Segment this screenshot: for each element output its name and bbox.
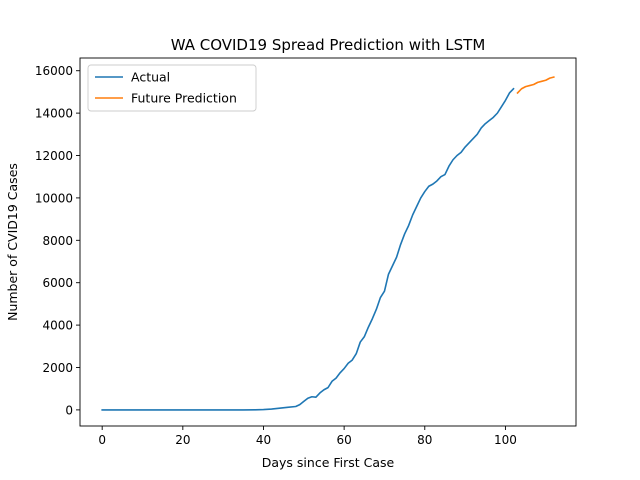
x-tick-label: 100 [494, 433, 517, 447]
legend: Actual Future Prediction [87, 64, 257, 112]
legend-label-1: Future Prediction [131, 91, 237, 106]
legend-box [87, 64, 257, 112]
x-tick-label: 0 [98, 433, 106, 447]
y-tick-label: 12000 [35, 149, 73, 163]
x-tick-label: 80 [417, 433, 432, 447]
y-tick-label: 14000 [35, 107, 73, 121]
y-tick-label: 0 [65, 403, 73, 417]
x-tick-label: 40 [256, 433, 271, 447]
y-tick-label: 16000 [35, 64, 73, 78]
y-tick-label: 4000 [42, 319, 73, 333]
plot-frame [79, 57, 577, 427]
x-tick-label: 60 [336, 433, 351, 447]
y-tick-label: 8000 [42, 234, 73, 248]
axes: 0 20 40 60 80 100 0 2000 4000 6000 8000 10000 12000 1… [35, 57, 577, 447]
series-line-0 [101, 87, 515, 411]
series-line-1 [516, 76, 555, 95]
x-axis-label: Days since First Case [262, 455, 395, 470]
x-tick-label: 20 [175, 433, 190, 447]
y-axis-label: Number of CVID19 Cases [5, 163, 20, 321]
plot-area [101, 76, 555, 411]
chart-title: WA COVID19 Spread Prediction with LSTM [171, 36, 486, 54]
legend-label-0: Actual [131, 70, 170, 85]
y-tick-label: 2000 [42, 361, 73, 375]
y-tick-label: 10000 [35, 191, 73, 205]
y-tick-label: 6000 [42, 276, 73, 290]
